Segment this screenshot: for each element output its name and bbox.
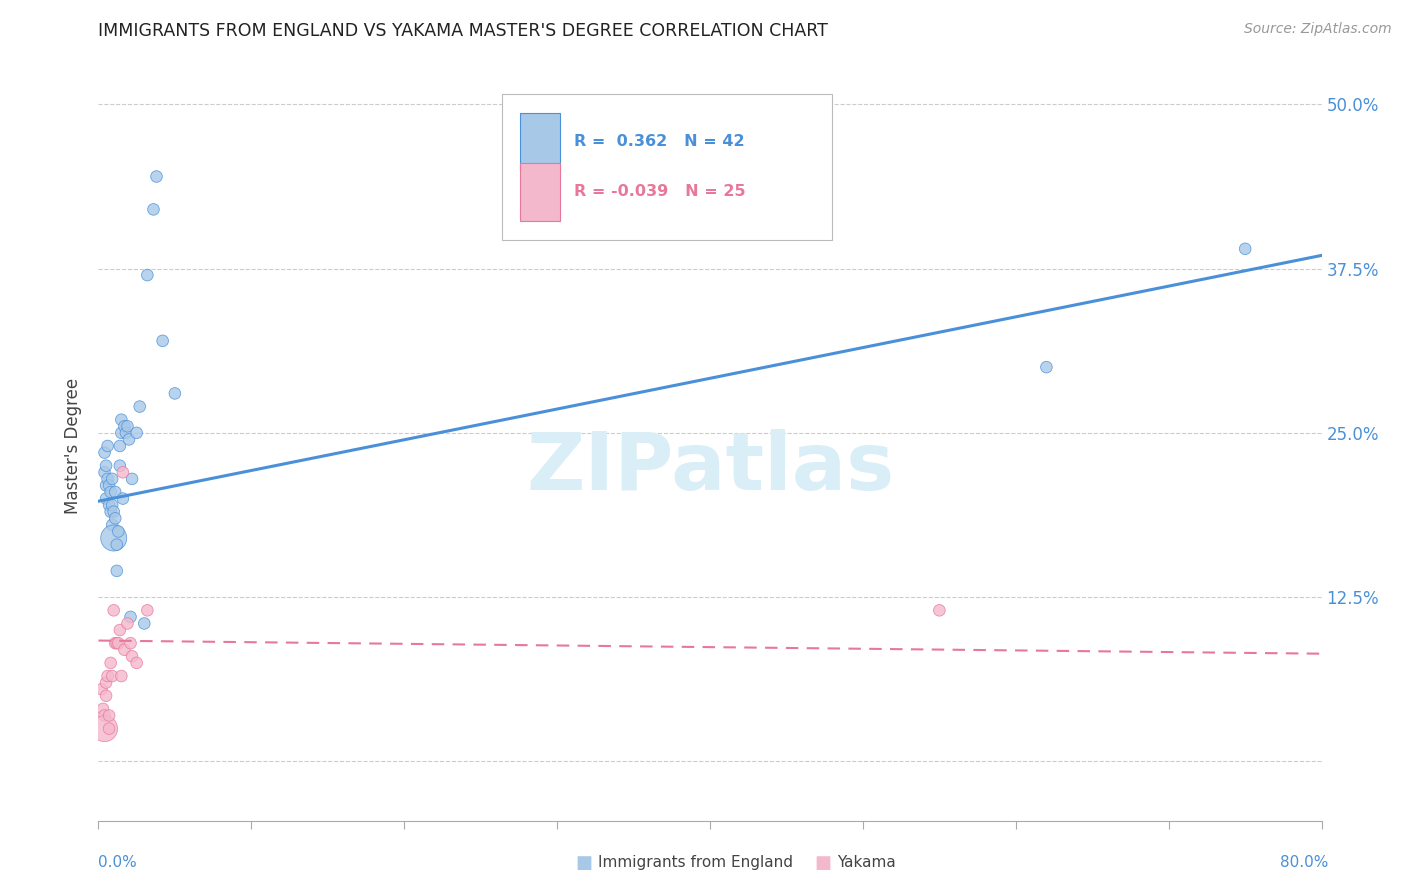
Point: [103, 603, 125, 617]
Point: [100, 485, 122, 500]
Point: [94, 478, 117, 492]
Point: [93, 465, 115, 479]
Point: [145, 169, 167, 184]
Text: IMMIGRANTS FROM ENGLAND VS YAKAMA MASTER'S DEGREE CORRELATION CHART: IMMIGRANTS FROM ENGLAND VS YAKAMA MASTER…: [98, 22, 828, 40]
Point: [111, 491, 134, 506]
Point: [117, 419, 139, 434]
Point: [100, 505, 122, 519]
Point: [115, 425, 138, 440]
Point: [105, 538, 128, 552]
Point: [107, 636, 129, 650]
Point: [103, 531, 125, 545]
Y-axis label: Master's Degree: Master's Degree: [65, 378, 83, 514]
Point: [108, 439, 131, 453]
Point: [136, 603, 159, 617]
FancyBboxPatch shape: [520, 112, 560, 171]
Point: [121, 649, 143, 664]
Point: [103, 505, 125, 519]
Text: 0.0%: 0.0%: [98, 855, 138, 870]
Point: [94, 675, 117, 690]
Point: [94, 689, 117, 703]
Point: [120, 636, 142, 650]
Text: Yakama: Yakama: [837, 855, 896, 870]
Point: [110, 425, 132, 440]
Point: [97, 472, 120, 486]
Point: [98, 722, 121, 736]
Point: [120, 610, 142, 624]
Point: [93, 708, 115, 723]
Point: [94, 458, 117, 473]
Point: [101, 517, 124, 532]
Text: R = -0.039   N = 25: R = -0.039 N = 25: [574, 185, 745, 200]
Point: [110, 669, 132, 683]
Point: [105, 564, 128, 578]
Point: [163, 386, 186, 401]
Point: [118, 433, 141, 447]
FancyBboxPatch shape: [520, 162, 560, 221]
Point: [1234, 242, 1257, 256]
Text: ■: ■: [814, 854, 831, 871]
Point: [94, 491, 117, 506]
Point: [134, 616, 156, 631]
Point: [1035, 360, 1057, 375]
Point: [108, 623, 131, 637]
Point: [117, 616, 139, 631]
Text: Immigrants from England: Immigrants from England: [598, 855, 793, 870]
Point: [104, 485, 127, 500]
Point: [98, 498, 121, 512]
Text: 80.0%: 80.0%: [1281, 855, 1329, 870]
Point: [98, 708, 121, 723]
Point: [111, 465, 134, 479]
Point: [90, 682, 112, 697]
Point: [100, 656, 122, 670]
Point: [105, 636, 128, 650]
Point: [101, 498, 124, 512]
Point: [110, 413, 132, 427]
Text: ■: ■: [575, 854, 592, 871]
Point: [121, 472, 143, 486]
Point: [93, 445, 115, 459]
Text: ZIPatlas: ZIPatlas: [526, 429, 894, 508]
Point: [136, 268, 159, 282]
Point: [98, 478, 121, 492]
Point: [104, 511, 127, 525]
Point: [93, 722, 115, 736]
Text: Source: ZipAtlas.com: Source: ZipAtlas.com: [1244, 22, 1392, 37]
Point: [928, 603, 950, 617]
Point: [101, 669, 124, 683]
Point: [142, 202, 165, 217]
Point: [112, 642, 135, 657]
Point: [104, 636, 127, 650]
Point: [97, 439, 120, 453]
Point: [152, 334, 174, 348]
Point: [107, 524, 129, 539]
Point: [128, 400, 150, 414]
Text: R =  0.362   N = 42: R = 0.362 N = 42: [574, 135, 745, 149]
Point: [108, 458, 131, 473]
Point: [97, 669, 120, 683]
Point: [91, 702, 114, 716]
Point: [125, 656, 148, 670]
FancyBboxPatch shape: [502, 94, 832, 240]
Point: [101, 472, 124, 486]
Point: [112, 419, 135, 434]
Point: [125, 425, 148, 440]
